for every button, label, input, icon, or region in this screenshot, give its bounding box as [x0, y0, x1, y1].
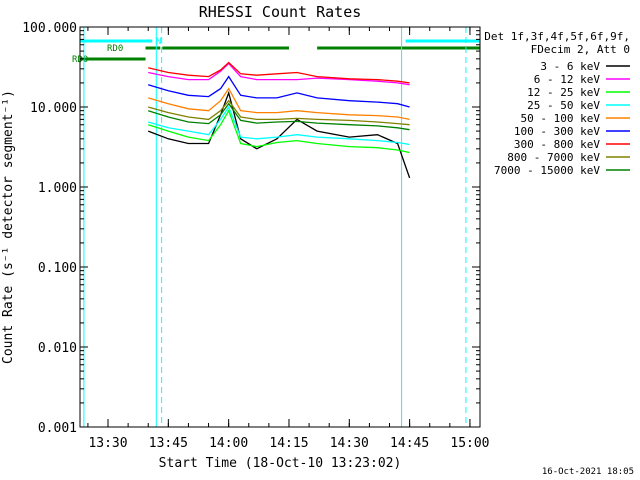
footer-timestamp: 16-Oct-2021 18:05: [542, 467, 634, 477]
x-tick-label: 13:45: [149, 436, 188, 451]
plot-frame: [79, 26, 481, 428]
legend: Det 1f,3f,4f,5f,6f,9f,FDecim 2, Att 0 3 -…: [484, 30, 630, 177]
series-line: [147, 90, 411, 179]
series-line: [148, 109, 410, 154]
series-line: [148, 62, 410, 86]
x-tick-label: 14:30: [330, 436, 369, 451]
x-tick-label: 14:15: [269, 436, 308, 451]
chart-title: RHESSI Count Rates: [199, 3, 362, 21]
series-line: [148, 61, 410, 84]
series-line: [148, 75, 410, 108]
legend-label: 50 - 100 keV: [521, 112, 601, 125]
legend-label: 12 - 25 keV: [527, 86, 600, 99]
x-axis-title: Start Time (18-Oct-10 13:23:02): [159, 456, 402, 471]
flag-label: RD0: [107, 44, 123, 54]
flag-label: N: [156, 37, 161, 47]
series-line: [148, 105, 410, 146]
x-tick-label: 14:00: [209, 436, 248, 451]
legend-label: 3 - 6 keV: [540, 60, 600, 73]
x-tick-label: 13:30: [88, 436, 127, 451]
y-axis-title: Count Rate (s⁻¹ detector segment⁻¹): [1, 90, 16, 364]
series-line: [148, 102, 410, 131]
legend-header: Det 1f,3f,4f,5f,6f,9f,: [484, 30, 630, 43]
y-tick-label: 1.000: [38, 181, 77, 196]
legend-label: 25 - 50 keV: [527, 99, 600, 112]
legend-header: FDecim 2, Att 0: [531, 43, 630, 56]
y-tick-label: 0.010: [38, 341, 77, 356]
legend-label: 7000 - 15000 keV: [494, 164, 600, 177]
legend-label: 6 - 12 keV: [534, 73, 601, 86]
x-tick-label: 14:45: [390, 436, 429, 451]
marker-layer: [83, 27, 467, 427]
legend-label: 100 - 300 keV: [514, 125, 600, 138]
series-line: [148, 99, 410, 126]
legend-label: 300 - 800 keV: [514, 138, 600, 151]
series-line: [148, 87, 410, 121]
y-tick-label: 0.100: [38, 261, 77, 276]
y-tick-label: 0.001: [38, 421, 77, 436]
y-tick-label: 100.000: [22, 21, 77, 36]
y-tick-label: 10.000: [30, 101, 77, 116]
y-axis: 0.001 0.010 0.100 1.000 10.000 100.000: [22, 21, 480, 436]
x-tick-label: 15:00: [450, 436, 489, 451]
series-layer: [147, 61, 411, 179]
x-axis: 13:30 13:45 14:00 14:15 14:30 14:45 15:00: [87, 27, 490, 451]
legend-label: 800 - 7000 keV: [507, 151, 600, 164]
